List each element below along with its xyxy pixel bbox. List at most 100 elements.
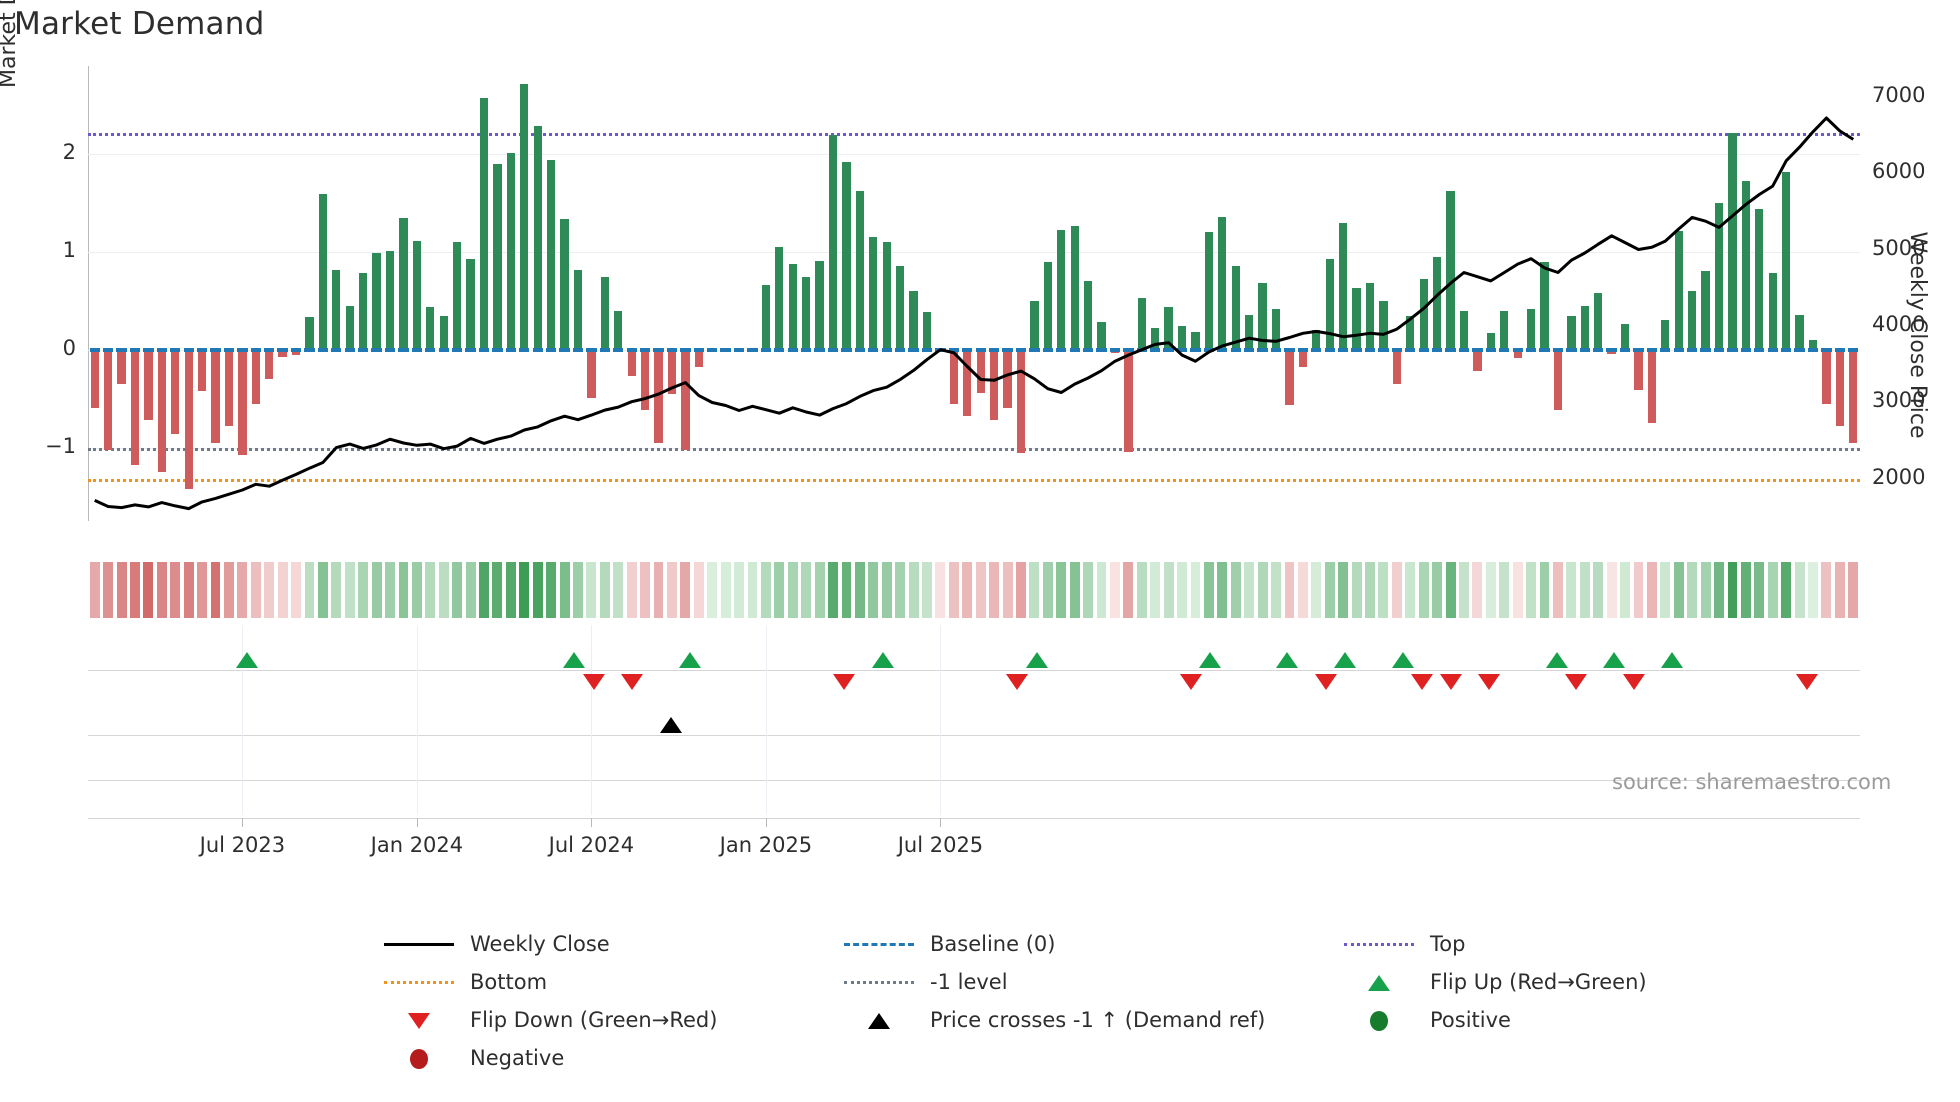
demand-bar — [560, 218, 569, 350]
legend-item-baseline-0[interactable]: Baseline (0) — [840, 925, 1055, 963]
demand-bar — [493, 163, 502, 350]
demand-bar — [949, 349, 958, 404]
demand-bar — [453, 242, 462, 350]
baseline-segment — [1525, 347, 1537, 352]
demand-bar — [1620, 324, 1630, 350]
heatmap-cell — [1593, 562, 1604, 618]
heatmap-cell — [425, 562, 436, 618]
baseline-segment — [1257, 347, 1268, 352]
heatmap-cell — [452, 562, 463, 618]
heatmap-cell — [438, 562, 449, 618]
baseline-segment — [1539, 347, 1550, 352]
baseline-segment — [1660, 347, 1671, 352]
baseline-segment — [1687, 347, 1698, 352]
baseline-segment — [1230, 347, 1241, 352]
demand-bar — [1392, 349, 1401, 384]
demand-bar — [211, 349, 220, 443]
legend-item-positive[interactable]: Positive — [1340, 1001, 1511, 1039]
demand-bar — [1486, 333, 1495, 350]
legend-item-negative[interactable]: Negative — [380, 1039, 564, 1077]
baseline-segment — [170, 347, 181, 352]
baseline-segment — [1217, 347, 1228, 352]
demand-bar — [1446, 191, 1455, 350]
baseline-segment — [1740, 347, 1752, 352]
demand-bar — [144, 349, 153, 421]
x-axis-spine — [88, 818, 1860, 819]
x-axis-tick-mark — [242, 818, 244, 827]
heatmap-cell — [1687, 562, 1698, 618]
heatmap-cell — [143, 562, 154, 618]
flip-up-marker — [1391, 652, 1414, 668]
legend-item-bottom[interactable]: Bottom — [380, 963, 547, 1001]
baseline-segment — [707, 347, 718, 352]
heatmap-cell — [223, 562, 234, 618]
heatmap-cell — [1512, 562, 1523, 618]
heatmap-cell — [747, 562, 758, 618]
demand-bar — [1768, 273, 1777, 350]
heatmap-cell — [1781, 562, 1792, 618]
baseline-segment — [505, 347, 516, 352]
demand-bar — [1231, 265, 1240, 350]
demand-bar — [171, 349, 180, 434]
heatmap-cell — [1552, 562, 1563, 618]
legend-item-price-crosses-1-demand-ref[interactable]: Price crosses -1 ↑ (Demand ref) — [840, 1001, 1265, 1039]
baseline-segment — [1029, 347, 1040, 352]
baseline-segment — [1633, 347, 1644, 352]
x-axis-tick-label: Jul 2023 — [199, 833, 286, 857]
heatmap-cell — [1620, 562, 1631, 618]
heatmap-cell — [264, 562, 275, 618]
demand-bar — [1540, 261, 1549, 350]
baseline-segment — [639, 347, 651, 352]
heatmap-cell — [895, 562, 906, 618]
baseline-segment — [747, 347, 758, 352]
heatmap-cell — [1566, 562, 1577, 618]
baseline-segment — [1324, 347, 1335, 352]
heatmap-cell — [1740, 562, 1751, 618]
demand-bar — [1553, 349, 1563, 411]
legend-item-flip-down-green-red[interactable]: Flip Down (Green→Red) — [380, 1001, 717, 1039]
heatmap-cell — [1646, 562, 1657, 618]
demand-bar — [359, 273, 368, 350]
heatmap-cell — [1029, 562, 1040, 618]
heatmap-cell — [277, 562, 288, 618]
baseline-segment — [626, 347, 637, 352]
baseline-segment — [1056, 347, 1067, 352]
demand-bar — [291, 349, 301, 355]
baseline-segment — [1593, 347, 1604, 352]
demand-bar — [587, 349, 596, 398]
reference-line-bottom — [88, 478, 1860, 482]
demand-bar — [654, 349, 663, 443]
demand-bar — [1043, 261, 1052, 350]
baseline-segment — [277, 347, 288, 352]
heatmap-cell — [989, 562, 1000, 618]
legend-item-top[interactable]: Top — [1340, 925, 1465, 963]
heatmap-cell — [411, 562, 422, 618]
demand-bar — [922, 311, 932, 350]
heatmap-cell — [1445, 562, 1456, 618]
demand-bar — [1741, 181, 1751, 350]
legend-label: Positive — [1430, 1008, 1511, 1032]
baseline-segment — [1472, 347, 1483, 352]
heatmap-cell — [908, 562, 919, 618]
demand-bar — [1526, 308, 1536, 350]
heatmap-cell — [814, 562, 825, 618]
legend-item-weekly-close[interactable]: Weekly Close — [380, 925, 610, 963]
heatmap-cell — [1230, 562, 1241, 618]
baseline-segment — [156, 347, 167, 352]
heatmap-cell — [1123, 562, 1134, 618]
marker-guide-line — [88, 780, 1860, 781]
heatmap-cell — [546, 562, 557, 618]
heatmap-cell — [613, 562, 624, 618]
demand-bar — [1500, 310, 1509, 350]
heatmap-cell — [1042, 562, 1053, 618]
legend-item-flip-up-red-green[interactable]: Flip Up (Red→Green) — [1340, 963, 1647, 1001]
legend-item-1-level[interactable]: -1 level — [840, 963, 1008, 1001]
baseline-segment — [1176, 347, 1188, 352]
baseline-segment — [1270, 347, 1282, 352]
heatmap-cell — [156, 562, 167, 618]
heatmap-cell — [1485, 562, 1496, 618]
legend-row: Negative — [380, 1039, 1680, 1077]
demand-bar — [1513, 349, 1522, 358]
baseline-segment — [1284, 347, 1295, 352]
flip-down-marker — [1564, 674, 1587, 690]
